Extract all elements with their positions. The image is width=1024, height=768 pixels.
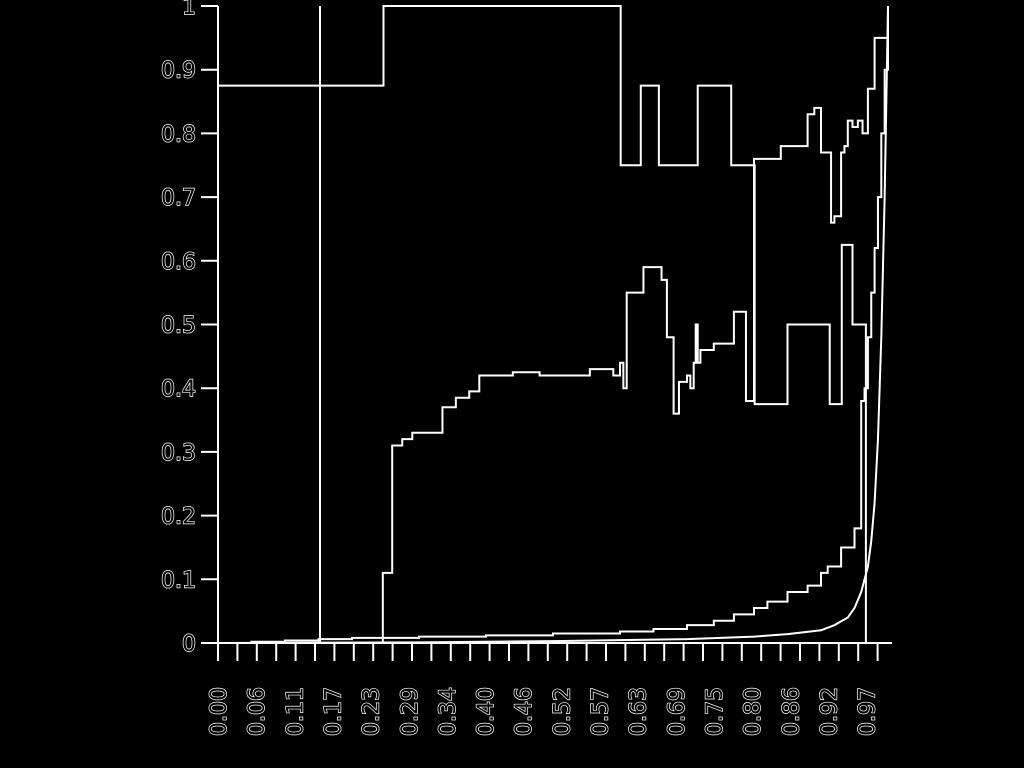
y-tick-label: 0.3 bbox=[161, 441, 196, 466]
x-tick-label: 0.00 bbox=[207, 687, 232, 736]
x-tick-label: 0.97 bbox=[856, 687, 881, 736]
x-tick-label: 0.06 bbox=[245, 687, 270, 736]
x-tick-label: 0.57 bbox=[589, 687, 614, 736]
y-tick-label: 0.6 bbox=[161, 250, 196, 275]
y-tick-label: 1 bbox=[182, 0, 196, 20]
y-tick-label: 0.8 bbox=[161, 122, 196, 147]
x-tick-label: 0.63 bbox=[627, 687, 652, 736]
x-tick-label: 0.52 bbox=[550, 687, 575, 736]
series-group bbox=[217, 5, 889, 644]
x-tick-label: 0.46 bbox=[512, 687, 537, 736]
x-tick-label: 0.92 bbox=[817, 687, 842, 736]
x-tick-label: 0.75 bbox=[703, 687, 728, 736]
y-tick-label: 0.9 bbox=[161, 59, 196, 84]
y-tick-label: 0.4 bbox=[161, 377, 196, 402]
x-tick-label: 0.69 bbox=[665, 687, 690, 736]
series-line-3 bbox=[218, 6, 889, 644]
y-tick-label: 0.5 bbox=[161, 314, 196, 339]
x-tick-label: 0.11 bbox=[283, 687, 308, 736]
x-tick-label: 0.80 bbox=[741, 687, 766, 736]
y-tick-label: 0.7 bbox=[161, 186, 196, 211]
y-tick-label: 0 bbox=[182, 632, 196, 657]
series-line-2 bbox=[318, 6, 889, 644]
x-tick-label: 0.34 bbox=[436, 687, 461, 736]
x-tick-label: 0.17 bbox=[321, 687, 346, 736]
series-line-1 bbox=[218, 5, 888, 644]
x-tick-label: 0.29 bbox=[398, 687, 423, 736]
x-tick-label: 0.86 bbox=[779, 687, 804, 736]
y-ticks: 0 0.1 0.2 0.3 0.4 0.5 0.6 0.7 0.8 0.9 1 bbox=[160, 0, 218, 658]
x-tick-label: 0.40 bbox=[474, 687, 499, 736]
y-tick-label: 0.2 bbox=[161, 505, 196, 530]
y-tick-label: 0.1 bbox=[161, 568, 196, 593]
x-tick-label: 0.23 bbox=[360, 687, 385, 736]
series-line-4 bbox=[217, 5, 889, 644]
x-ticks: 0.00 0.06 0.11 0.17 0.23 0.29 0.34 0.40 0.46 0.52… bbox=[206, 643, 881, 737]
